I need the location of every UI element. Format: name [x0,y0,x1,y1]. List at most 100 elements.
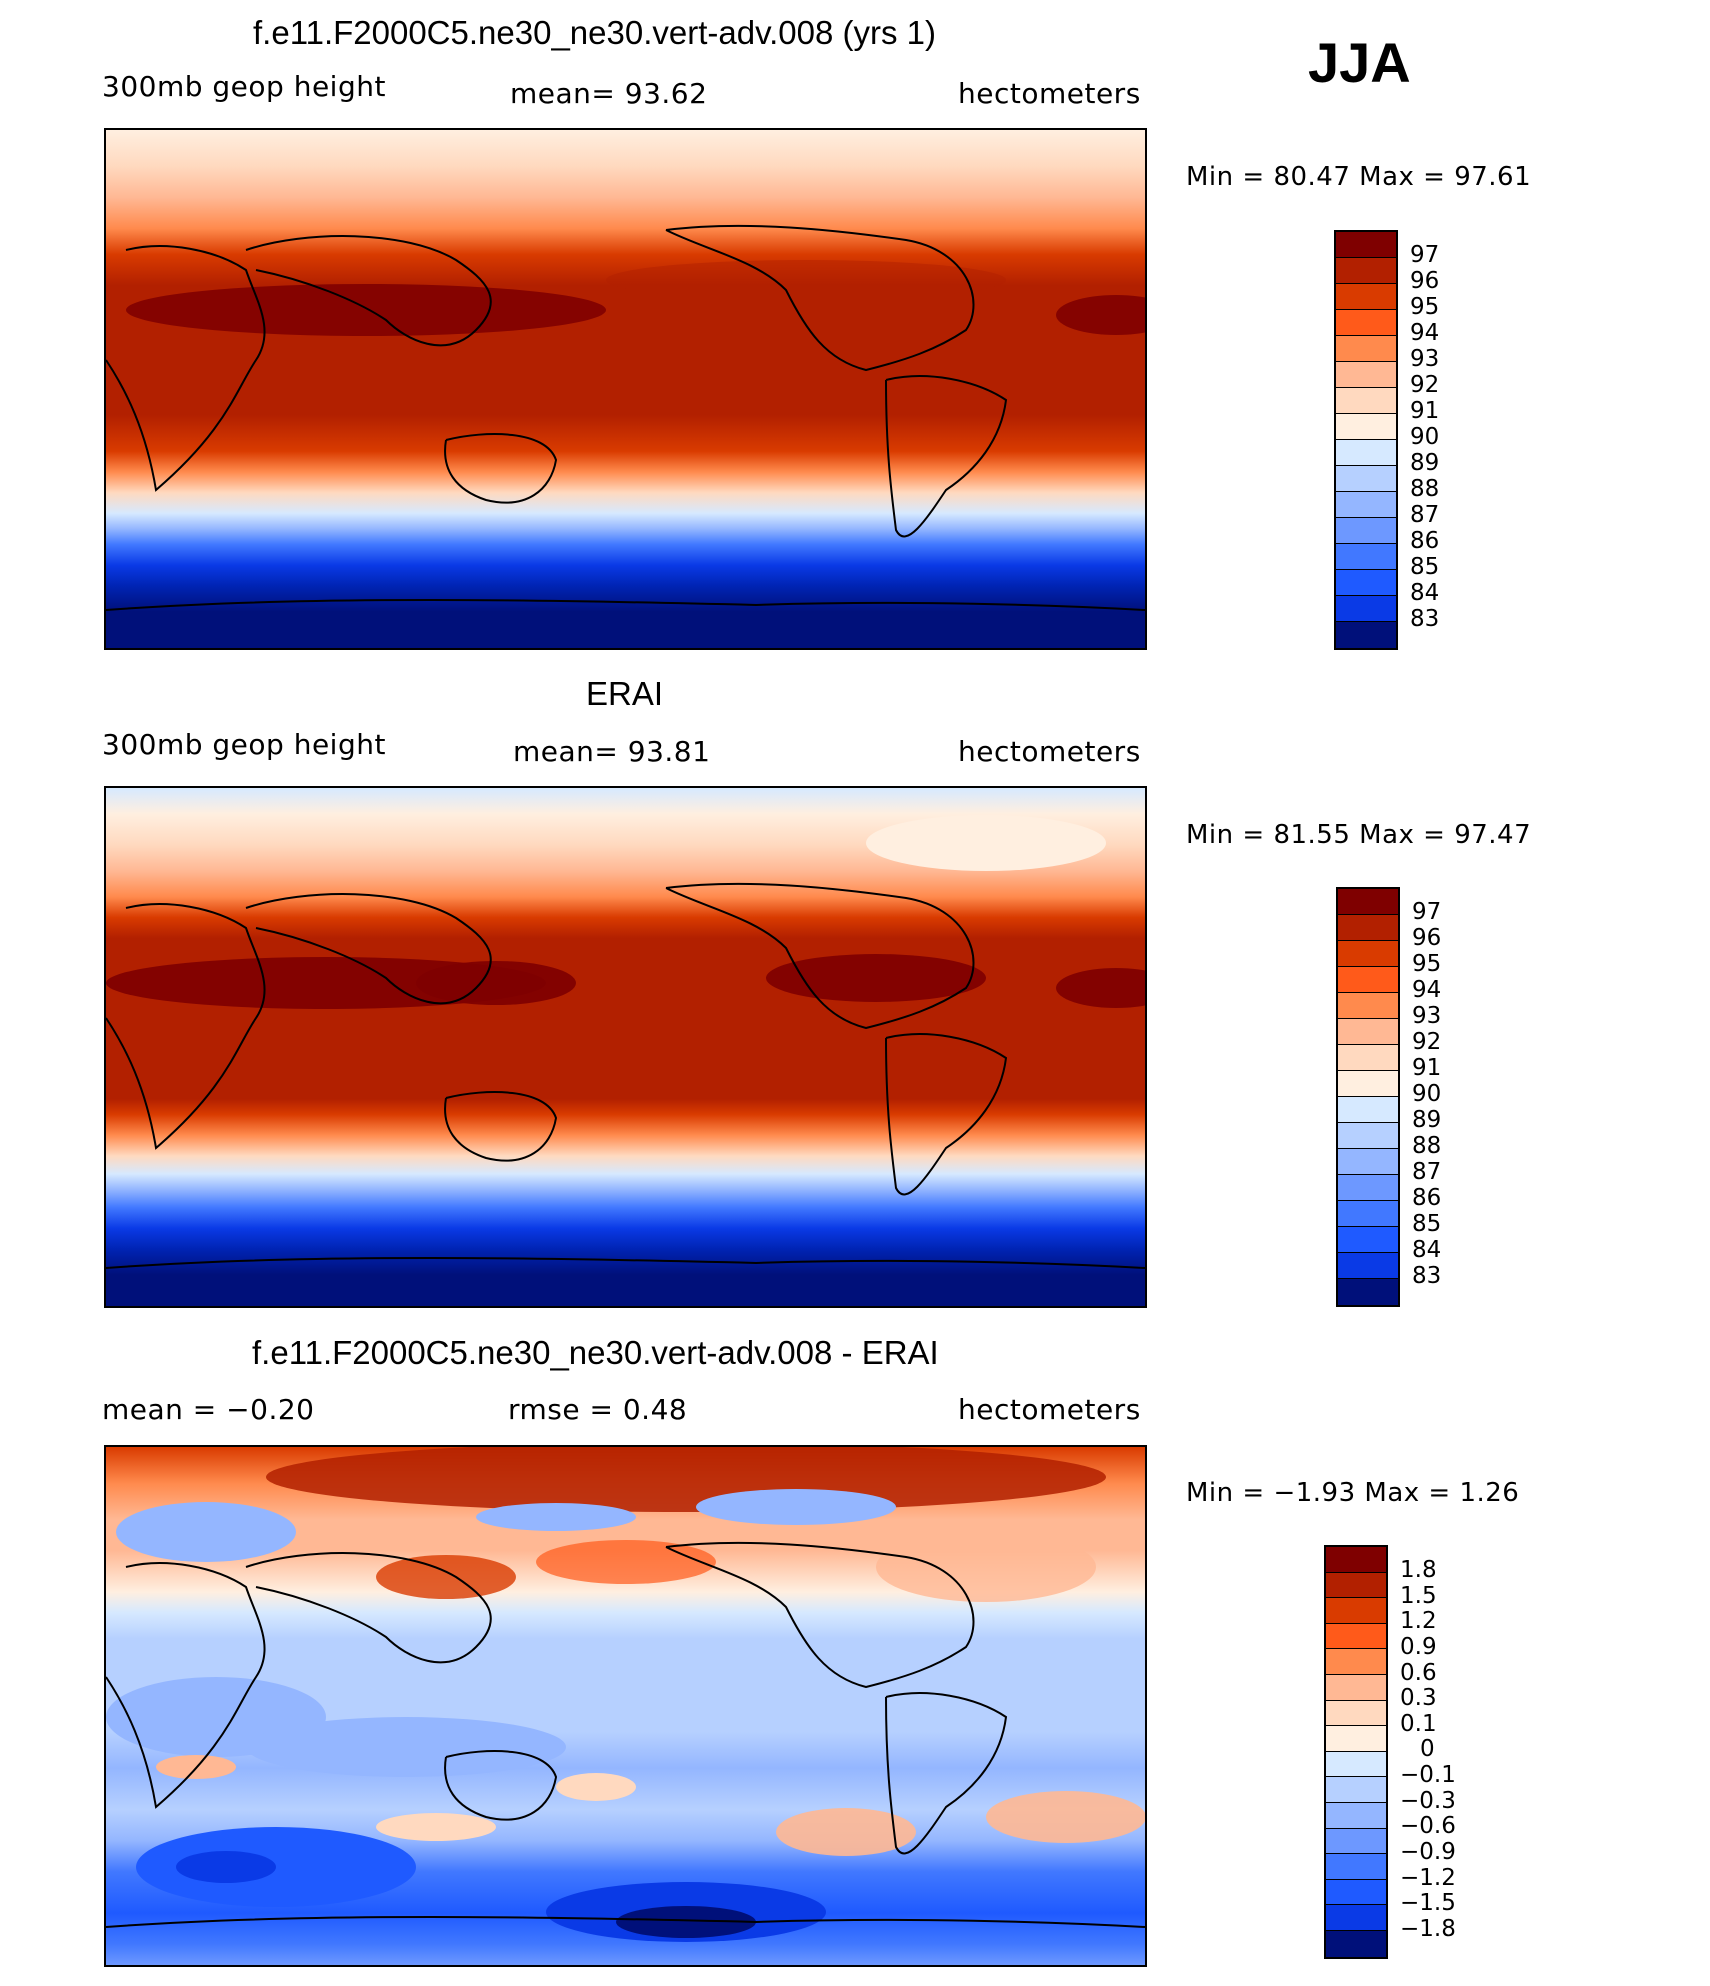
panel-left-label-model: 300mb geop height [102,70,386,103]
panel-title-obs: ERAI [586,675,664,712]
colorbar-swatch [1338,1097,1398,1123]
panel-left-label-obs: 300mb geop height [102,728,386,761]
colorbar-label: −0.9 [1400,1839,1456,1865]
colorbar-swatch [1326,1905,1386,1931]
colorbar-swatch [1326,1572,1386,1599]
colorbar-swatch [1338,1045,1398,1071]
map-panel-diff [104,1445,1147,1967]
colorbar-label: 95 [1410,294,1440,320]
colorbar-swatch [1338,889,1398,915]
colorbar-swatch [1336,622,1396,648]
colorbar-label: 85 [1412,1211,1442,1237]
panel-title-model: f.e11.F2000C5.ne30_ne30.vert-adv.008 (yr… [253,14,937,51]
colorbar-swatch [1326,1598,1386,1624]
colorbar-label: −1.2 [1400,1865,1456,1891]
panel-right-label-model: hectometers [958,77,1141,110]
colorbar-swatch [1336,232,1396,258]
colorbar-label: 90 [1410,424,1440,450]
colorbar-swatch [1336,258,1396,284]
colorbar-label: −1.8 [1400,1916,1456,1942]
colorbar-swatch [1336,492,1396,518]
colorbar-swatch [1336,414,1396,440]
colorbar-swatch [1326,1879,1386,1906]
colorbar-swatch [1338,1175,1398,1201]
colorbar-swatch [1326,1700,1386,1727]
colorbar-swatch [1326,1726,1386,1752]
map-panel-obs [104,786,1147,1308]
colorbar-swatch [1326,1828,1386,1855]
colorbar-swatch [1336,310,1396,336]
panel-right-label-obs: hectometers [958,735,1141,768]
colorbar-label: 83 [1410,606,1440,632]
colorbar-swatch [1326,1674,1386,1701]
colorbar-swatch [1338,1279,1398,1305]
colorbar-swatch [1338,1019,1398,1045]
colorbar-swatch [1338,941,1398,967]
colorbar-swatch [1326,1930,1386,1957]
colorbar-label: 93 [1412,1003,1442,1029]
colorbar-label: 85 [1410,554,1440,580]
range-label-obs: Min = 81.55 Max = 97.47 [1186,820,1532,850]
colorbar-label: 95 [1412,951,1442,977]
colorbar-swatch [1336,596,1396,622]
colorbar-label: 1.8 [1400,1557,1437,1583]
map-field-obs [106,788,1145,1306]
colorbar-label: 0.9 [1400,1634,1437,1660]
colorbar-label: 92 [1412,1029,1442,1055]
colorbar-label: 83 [1412,1263,1442,1289]
colorbar-label: 86 [1410,528,1440,554]
colorbar-label: 91 [1410,398,1440,424]
colorbar-label: 94 [1412,977,1442,1003]
season-label: JJA [1308,31,1411,94]
colorbar-label: −0.1 [1400,1762,1456,1788]
colorbar-swatch [1336,440,1396,466]
colorbar-label: 0.6 [1400,1660,1437,1686]
map-field-model [106,130,1145,648]
colorbar-swatch [1336,518,1396,544]
colorbar-swatch [1338,993,1398,1019]
colorbar-label: 89 [1412,1107,1442,1133]
colorbar-swatch [1336,466,1396,492]
colorbar-swatch [1326,1802,1386,1829]
colorbar-swatch [1326,1623,1386,1650]
range-label-diff: Min = −1.93 Max = 1.26 [1186,1478,1520,1508]
colorbar-label: 84 [1412,1237,1442,1263]
colorbar-label: 84 [1410,580,1440,606]
colorbar-label: 97 [1412,899,1442,925]
colorbar-label: 86 [1412,1185,1442,1211]
colorbar-box [1334,230,1398,650]
colorbar-label: 96 [1410,268,1440,294]
colorbar-swatch [1338,1071,1398,1097]
panel-left-label-diff: mean = −0.20 [102,1393,315,1426]
colorbar-swatch [1326,1854,1386,1880]
panel-title-diff: f.e11.F2000C5.ne30_ne30.vert-adv.008 - E… [252,1334,939,1371]
colorbar-swatch [1326,1751,1386,1778]
colorbar-swatch [1338,1227,1398,1253]
panel-right-label-diff: hectometers [958,1393,1141,1426]
colorbar-label: 90 [1412,1081,1442,1107]
map-panel-model [104,128,1147,650]
colorbar-label: 1.5 [1400,1583,1437,1609]
colorbar-label: 91 [1412,1055,1442,1081]
colorbar-swatch [1336,388,1396,414]
colorbar-label: 94 [1410,320,1440,346]
colorbar-swatch [1338,1253,1398,1279]
colorbar-swatch [1336,336,1396,362]
colorbar-label: 87 [1410,502,1440,528]
colorbar-label: 87 [1412,1159,1442,1185]
map-field-diff [106,1447,1145,1965]
colorbar-swatch [1338,1201,1398,1227]
colorbar-label: −1.5 [1400,1890,1456,1916]
colorbar-label: 88 [1412,1133,1442,1159]
colorbar-swatch [1338,915,1398,941]
colorbar-label: 97 [1410,242,1440,268]
panel-center-label-obs: mean= 93.81 [513,735,711,768]
colorbar-swatch [1336,570,1396,596]
colorbar-label: −0.3 [1400,1788,1456,1814]
colorbar-label: 93 [1410,346,1440,372]
range-label-model: Min = 80.47 Max = 97.61 [1186,162,1532,192]
colorbar-box [1324,1545,1388,1959]
panel-center-label-diff: rmse = 0.48 [508,1393,688,1426]
colorbar-label: 1.2 [1400,1608,1437,1634]
colorbar-label: −0.6 [1400,1813,1456,1839]
